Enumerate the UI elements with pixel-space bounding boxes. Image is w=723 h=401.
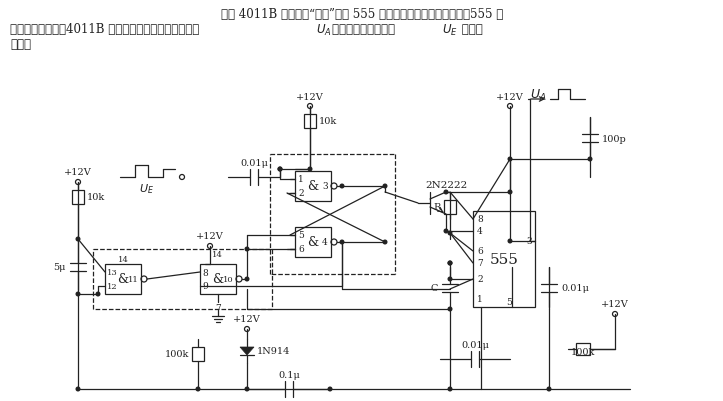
Bar bbox=[295, 227, 331, 257]
Circle shape bbox=[508, 158, 512, 161]
Text: 脉冲。: 脉冲。 bbox=[10, 38, 31, 51]
Text: 8: 8 bbox=[477, 215, 483, 224]
Text: 14: 14 bbox=[118, 255, 129, 263]
Text: 1: 1 bbox=[477, 295, 483, 304]
Bar bbox=[304, 115, 316, 129]
Bar bbox=[72, 190, 84, 205]
Circle shape bbox=[448, 277, 452, 281]
Circle shape bbox=[444, 230, 448, 233]
Text: 555: 555 bbox=[489, 252, 518, 266]
Circle shape bbox=[383, 241, 387, 244]
Text: +12V: +12V bbox=[64, 168, 92, 177]
Circle shape bbox=[448, 261, 452, 265]
Text: R: R bbox=[434, 203, 441, 212]
Text: 13: 13 bbox=[107, 268, 118, 276]
Text: &: & bbox=[307, 180, 319, 193]
Circle shape bbox=[448, 261, 452, 265]
Text: &: & bbox=[117, 273, 129, 286]
Text: $U_E$: $U_E$ bbox=[140, 182, 155, 195]
Circle shape bbox=[76, 238, 80, 241]
Text: 4: 4 bbox=[477, 227, 483, 236]
Bar bbox=[192, 347, 204, 361]
Text: 1: 1 bbox=[298, 175, 304, 184]
Bar bbox=[444, 200, 456, 215]
Text: 0.01μ: 0.01μ bbox=[561, 284, 589, 293]
Text: C: C bbox=[431, 284, 438, 293]
Text: 0.1μ: 0.1μ bbox=[278, 370, 300, 379]
Circle shape bbox=[278, 168, 282, 171]
Text: 11: 11 bbox=[128, 275, 139, 283]
Circle shape bbox=[308, 168, 312, 171]
FancyArrowPatch shape bbox=[437, 208, 442, 212]
Circle shape bbox=[444, 191, 448, 194]
Text: 7: 7 bbox=[477, 259, 483, 268]
Text: 0.01μ: 0.01μ bbox=[461, 340, 489, 349]
Text: 100k: 100k bbox=[571, 347, 595, 356]
Bar bbox=[295, 172, 331, 201]
Circle shape bbox=[245, 277, 249, 281]
Text: 1N914: 1N914 bbox=[257, 346, 291, 356]
Circle shape bbox=[341, 185, 344, 188]
Text: 。触发器的输入信号: 。触发器的输入信号 bbox=[332, 23, 399, 36]
Text: 9: 9 bbox=[202, 282, 208, 291]
Text: 8: 8 bbox=[202, 268, 208, 277]
Text: $U_A$: $U_A$ bbox=[530, 87, 547, 102]
Text: 2: 2 bbox=[298, 189, 304, 198]
Circle shape bbox=[508, 240, 512, 243]
Text: 7: 7 bbox=[215, 304, 221, 313]
Circle shape bbox=[328, 387, 332, 391]
Text: +12V: +12V bbox=[601, 300, 629, 309]
Text: 5μ: 5μ bbox=[54, 262, 66, 271]
Text: 2: 2 bbox=[477, 275, 483, 284]
Text: &: & bbox=[307, 236, 319, 249]
Text: 5: 5 bbox=[506, 298, 512, 307]
Circle shape bbox=[196, 387, 200, 391]
Text: 100p: 100p bbox=[602, 134, 627, 143]
Text: 10k: 10k bbox=[319, 117, 337, 126]
Circle shape bbox=[96, 292, 100, 296]
Circle shape bbox=[547, 387, 551, 391]
Bar bbox=[576, 343, 590, 355]
Text: 12: 12 bbox=[107, 282, 118, 290]
Circle shape bbox=[245, 387, 249, 391]
Circle shape bbox=[448, 308, 452, 311]
Circle shape bbox=[448, 232, 452, 235]
Text: 生振荡频率信号，4011B 作触发器，形成矩形输出脉冲: 生振荡频率信号，4011B 作触发器，形成矩形输出脉冲 bbox=[10, 23, 203, 36]
Text: 5: 5 bbox=[298, 231, 304, 240]
Circle shape bbox=[76, 387, 80, 391]
Text: +12V: +12V bbox=[233, 315, 261, 324]
Bar bbox=[200, 264, 236, 294]
Circle shape bbox=[589, 158, 592, 161]
Text: 采用 4011B 四双输入“与非”门和 555 时基电路构成的振荡器电路。555 产: 采用 4011B 四双输入“与非”门和 555 时基电路构成的振荡器电路。555… bbox=[221, 8, 503, 21]
Circle shape bbox=[508, 191, 512, 194]
Bar bbox=[105, 264, 141, 294]
Text: +12V: +12V bbox=[296, 92, 324, 101]
Text: +12V: +12V bbox=[196, 232, 224, 241]
Text: 6: 6 bbox=[477, 247, 483, 256]
Polygon shape bbox=[240, 347, 254, 355]
Circle shape bbox=[341, 241, 344, 244]
Text: 14: 14 bbox=[212, 250, 223, 258]
Text: 6: 6 bbox=[298, 245, 304, 254]
Text: +12V: +12V bbox=[496, 92, 524, 101]
Circle shape bbox=[245, 247, 249, 251]
Text: 100k: 100k bbox=[165, 350, 189, 358]
Text: 4: 4 bbox=[322, 238, 328, 247]
Circle shape bbox=[76, 292, 80, 296]
Text: 3: 3 bbox=[526, 237, 532, 246]
Text: 2N2222: 2N2222 bbox=[425, 181, 467, 190]
Circle shape bbox=[448, 387, 452, 391]
Text: $U_A$: $U_A$ bbox=[316, 23, 332, 38]
Text: 10k: 10k bbox=[87, 193, 106, 202]
Bar bbox=[473, 211, 535, 307]
Text: $U_E$: $U_E$ bbox=[442, 23, 458, 38]
Text: 为一负: 为一负 bbox=[458, 23, 483, 36]
Circle shape bbox=[278, 168, 282, 171]
Text: 10: 10 bbox=[223, 275, 234, 283]
Text: 3: 3 bbox=[322, 182, 328, 191]
Text: 0.01μ: 0.01μ bbox=[240, 159, 268, 168]
Text: &: & bbox=[213, 273, 223, 286]
Circle shape bbox=[383, 185, 387, 188]
